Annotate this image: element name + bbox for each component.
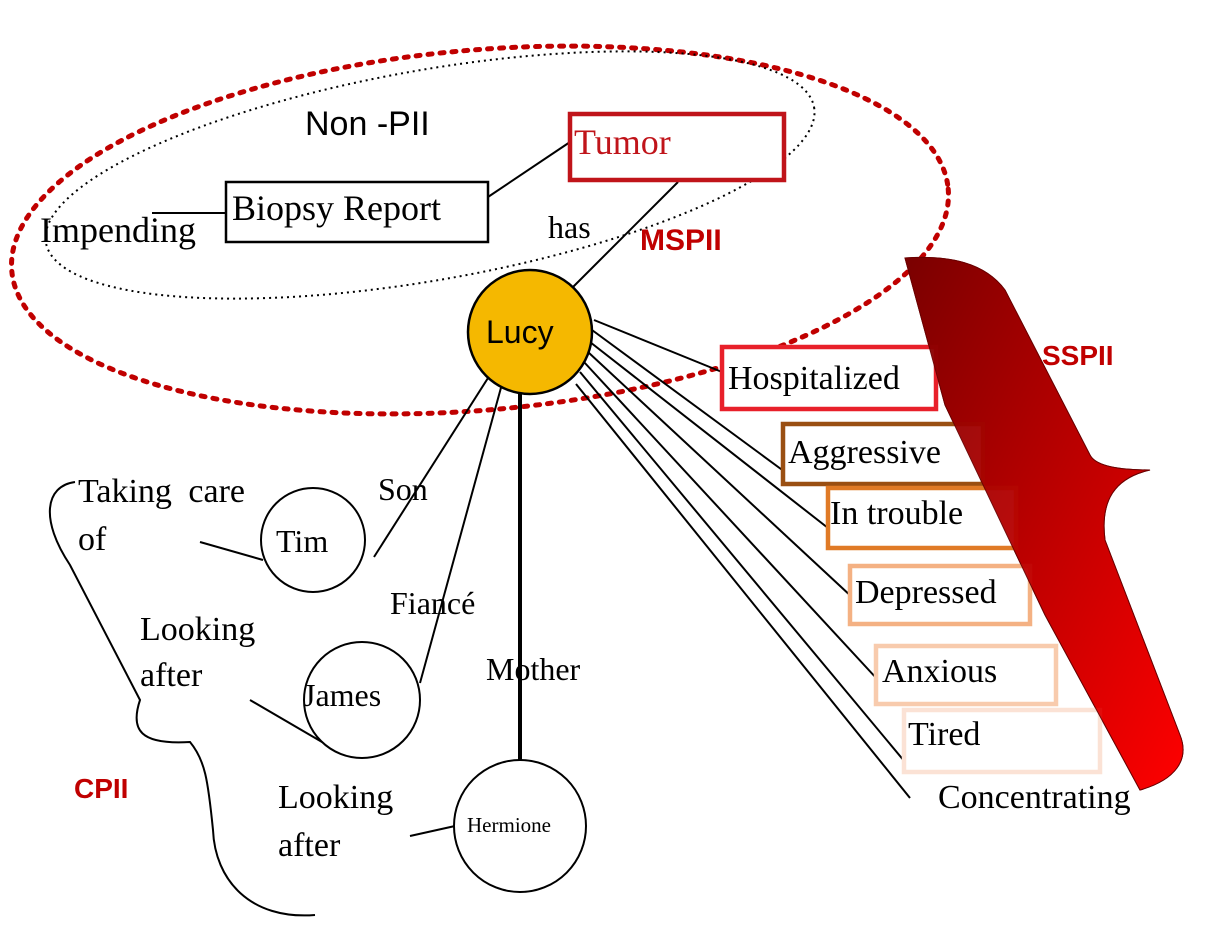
james-label: James bbox=[303, 677, 381, 713]
tumor-label: Tumor bbox=[574, 122, 671, 162]
fiance-label: Fiancé bbox=[390, 585, 475, 621]
lucy-anxious-link bbox=[583, 361, 879, 681]
tired-box bbox=[901, 707, 1103, 775]
aggressive-label: Aggressive bbox=[788, 434, 941, 471]
looking-after-hermione-link bbox=[409, 825, 456, 837]
mspii-zone-outline bbox=[9, 43, 951, 417]
lucy-aggressive-link bbox=[591, 329, 786, 473]
son-label: Son bbox=[378, 471, 428, 507]
lucy-tumor-link bbox=[569, 181, 679, 291]
depressed-label: Depressed bbox=[855, 574, 997, 611]
lucy-tim-link bbox=[373, 377, 489, 558]
sspii-label: SSPII bbox=[1042, 340, 1114, 371]
james-node bbox=[303, 641, 421, 759]
mother-label: Mother bbox=[486, 651, 581, 687]
looking-after-2-label-line1: Looking bbox=[278, 779, 393, 816]
hermione-label: Hermione bbox=[467, 813, 551, 837]
taking-care-label-line1: Taking care bbox=[78, 473, 245, 510]
has-label: has bbox=[548, 209, 591, 245]
looking-after-2-label-line2: after bbox=[278, 827, 341, 864]
taking-care-tim-link bbox=[199, 541, 264, 561]
tim-node bbox=[260, 487, 366, 593]
mspii-label: MSPII bbox=[640, 224, 722, 257]
impending-label: Impending bbox=[40, 210, 196, 250]
lucy-label: Lucy bbox=[486, 314, 554, 350]
hermione-node bbox=[453, 759, 587, 893]
looking-after-james-link bbox=[249, 699, 323, 743]
non-pii-zone-outline bbox=[44, 50, 816, 300]
lucy-depressed-link bbox=[587, 351, 854, 599]
biopsy-report-box bbox=[224, 180, 490, 244]
hospitalized-box bbox=[719, 344, 939, 412]
tired-label: Tired bbox=[908, 716, 980, 753]
looking-after-1-label-line2: after bbox=[140, 657, 203, 694]
hospitalized-label: Hospitalized bbox=[728, 360, 900, 397]
aggressive-box bbox=[780, 421, 986, 487]
non-pii-label: Non -PII bbox=[305, 105, 430, 143]
sspii-brace-front bbox=[904, 256, 1184, 791]
lucy-node bbox=[466, 268, 594, 396]
lucy-concentrating-link bbox=[575, 383, 911, 799]
looking-after-1-label-line1: Looking bbox=[140, 611, 255, 648]
cpii-brace bbox=[48, 481, 316, 917]
taking-care-label-line2: of bbox=[78, 521, 107, 558]
lucy-in-trouble-link bbox=[589, 341, 829, 529]
anxious-label: Anxious bbox=[882, 653, 997, 690]
cpii-label: CPII bbox=[74, 773, 128, 804]
tim-label: Tim bbox=[276, 523, 328, 559]
in-trouble-label: In trouble bbox=[830, 495, 963, 532]
biopsy-tumor-link bbox=[487, 141, 571, 198]
concentrating-label: Concentrating bbox=[938, 779, 1131, 816]
lucy-james-link bbox=[419, 383, 503, 684]
anxious-box bbox=[873, 643, 1059, 707]
biopsy-report-label: Biopsy Report bbox=[232, 188, 441, 228]
depressed-box bbox=[847, 563, 1033, 627]
lucy-hospitalized-link bbox=[593, 319, 723, 373]
tumor-box bbox=[567, 111, 787, 183]
lucy-tired-link bbox=[579, 371, 906, 763]
connection-lines bbox=[152, 141, 911, 837]
